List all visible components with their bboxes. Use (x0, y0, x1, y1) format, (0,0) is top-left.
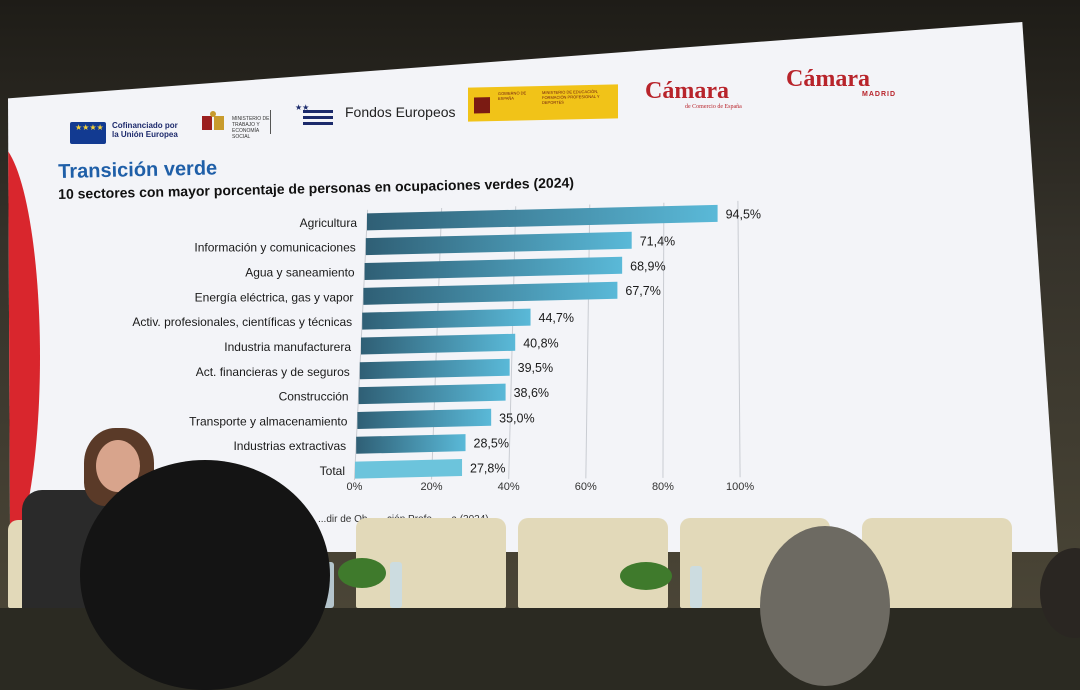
category-label: Energía eléctrica, gas y vapor (195, 290, 354, 304)
value-label: 68,9% (630, 259, 665, 273)
water-bottle (690, 566, 702, 608)
logo-divider (270, 110, 271, 134)
category-label: Agricultura (300, 216, 358, 230)
ministry-text: MINISTERIO DE TRABAJO Y ECONOMÍA SOCIAL (232, 116, 270, 140)
fondos-europeos-text: Fondos Europeos (345, 104, 456, 120)
x-tick-label: 40% (498, 481, 520, 493)
chart-labels: Agricultura 94,5% Información y comunicaci… (132, 207, 761, 478)
value-label: 67,7% (625, 284, 660, 298)
bar-agricultura (367, 204, 718, 231)
bar-industrias-extractivas (356, 434, 466, 454)
x-tick-label: 20% (421, 481, 443, 493)
grid-line (737, 200, 741, 478)
camara-espana-subtitle: de Comercio de España (685, 104, 742, 110)
bar-chart: Agricultura 94,5% Información y comunicaci… (132, 200, 761, 493)
plant (338, 558, 386, 588)
svg-text:★★: ★★ (295, 103, 309, 112)
logo-strip: ★★★★ Cofinanciado por la Unión Europea M… (70, 60, 950, 144)
value-label: 35,0% (499, 411, 534, 425)
bar-energ-a-el-ctrica-gas-y-vapor (363, 281, 618, 305)
category-label: Agua y saneamiento (245, 266, 355, 280)
value-label: 94,5% (726, 207, 761, 221)
camara-madrid-subtitle: MADRID (862, 91, 896, 98)
value-label: 39,5% (518, 361, 553, 375)
water-bottle (390, 562, 402, 608)
x-tick-label: 80% (652, 481, 674, 493)
value-label: 27,8% (470, 462, 505, 476)
spain-coat-of-arms-icon (202, 111, 224, 130)
category-label: Industria manufacturera (224, 340, 351, 354)
camara-espana-logo: Cámara (645, 78, 729, 104)
category-label: Construcción (279, 390, 349, 404)
x-tick-label: 60% (575, 481, 597, 493)
grid-line (585, 204, 591, 479)
x-tick-label: 100% (726, 481, 754, 493)
category-label: Act. financieras y de seguros (196, 365, 350, 379)
category-label: Total (320, 464, 345, 478)
value-label: 38,6% (514, 386, 549, 400)
gobierno-espana-badge: GOBIERNO DE ESPAÑA MINISTERIO DE EDUCACI… (468, 84, 618, 122)
bar-agua-y-saneamiento (364, 256, 623, 280)
value-label: 44,7% (539, 311, 574, 325)
category-label: Información y comunicaciones (194, 241, 355, 255)
bar-activ-profesionales-cient-ficas-y-t-cnicas (362, 308, 531, 330)
bar-transporte-y-almacenamiento (357, 408, 492, 429)
bar-act-financieras-y-de-seguros (359, 358, 510, 380)
bar-construcci-n (358, 383, 506, 405)
category-label: Transporte y almacenamiento (189, 414, 348, 428)
bar-industria-manufacturera (361, 333, 516, 355)
bar-total (355, 459, 463, 479)
eu-flag-icon: ★★★★ (70, 122, 106, 144)
value-label: 71,4% (640, 234, 675, 248)
fondos-europeos-icon: ★★ (295, 103, 333, 125)
value-label: 28,5% (474, 437, 509, 451)
grid-line (662, 202, 665, 478)
audience-head (80, 460, 330, 690)
chart-bars (355, 204, 718, 479)
gobierno-shield-icon (474, 97, 490, 114)
category-label: Activ. profesionales, científicas y técn… (132, 315, 352, 329)
audience-head (760, 526, 890, 686)
chart-ticks: 0% 20% 40% 60% 80% 100% (346, 481, 754, 493)
eu-cofinanced-text: Cofinanciado por la Unión Europea (112, 121, 178, 139)
value-label: 40,8% (523, 336, 558, 350)
x-tick-label: 0% (346, 481, 362, 493)
bar-informaci-n-y-comunicaciones (365, 231, 632, 256)
category-label: Industrias extractivas (233, 439, 346, 453)
plant (620, 562, 672, 590)
camara-madrid-logo: Cámara (786, 66, 870, 92)
